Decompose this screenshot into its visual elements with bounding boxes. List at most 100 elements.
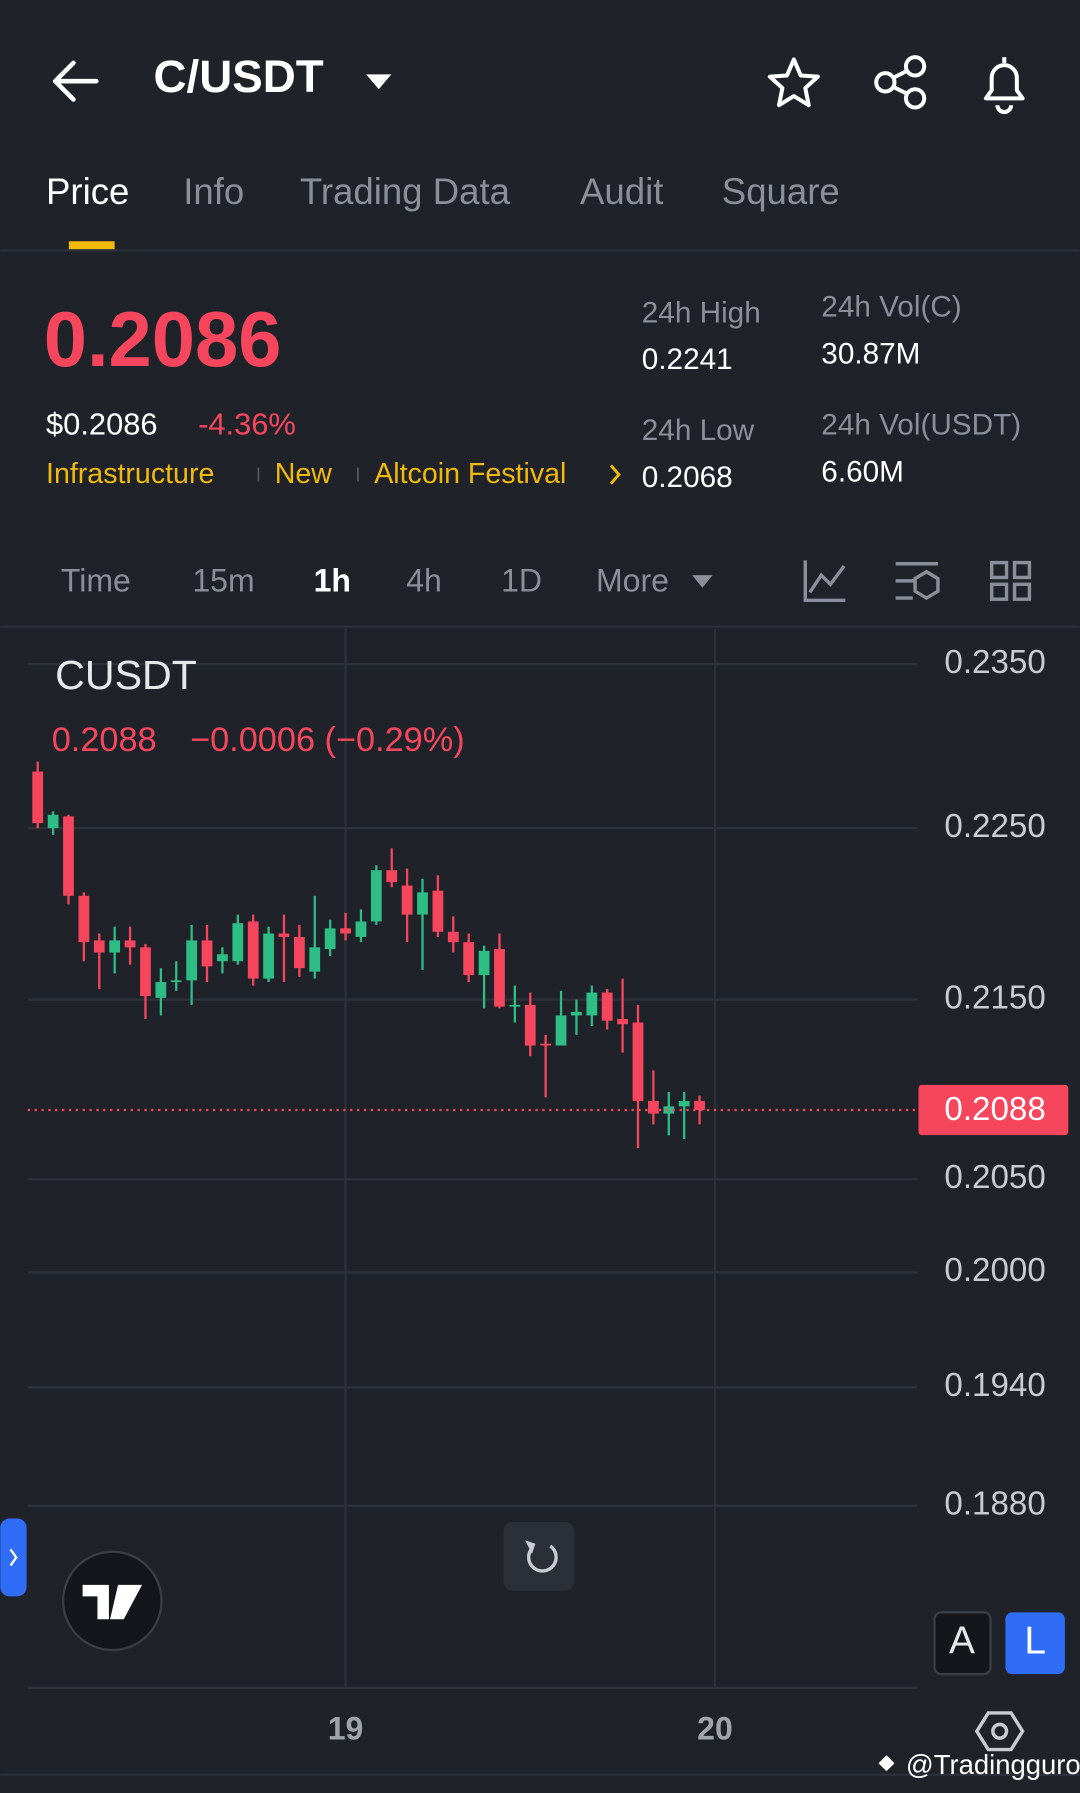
divider (0, 625, 1080, 628)
stat-value: 0.2241 (642, 343, 733, 376)
pair-title[interactable]: C/USDT (153, 51, 323, 102)
tag[interactable]: New (275, 458, 333, 490)
interval[interactable]: 1h (314, 563, 351, 599)
log-scale-label: L (1024, 1619, 1046, 1662)
y-tick-label: 0.1880 (944, 1486, 1045, 1523)
candle-body (370, 870, 382, 922)
reset-button[interactable] (503, 1521, 575, 1591)
tab[interactable]: Trading Data (300, 171, 511, 212)
y-tick-label: 0.2000 (944, 1252, 1045, 1289)
candle-body (324, 928, 336, 950)
candle-body (140, 947, 151, 997)
candle-body (247, 921, 259, 979)
chart-settings-dot (991, 1722, 1009, 1740)
interval[interactable]: Time (61, 563, 131, 599)
last-price-tag (918, 1084, 1069, 1136)
candle-body (293, 936, 305, 969)
candle-body (663, 1106, 675, 1114)
candle-body (540, 1043, 552, 1046)
interval[interactable]: 15m (192, 563, 254, 599)
candle-body (694, 1100, 705, 1110)
watermark: @Tradingguro (906, 1749, 1080, 1780)
candle-body (309, 947, 321, 972)
auto-scale-label: A (949, 1619, 975, 1662)
last-price-label: 0.2088 (944, 1091, 1045, 1128)
usd-price: $0.2086 (46, 407, 158, 442)
side-panel-toggle[interactable] (0, 1518, 27, 1597)
candle-body (201, 940, 213, 967)
favorite-button[interactable] (767, 57, 820, 108)
candle-body (601, 992, 613, 1021)
stat-label: 24h High (642, 296, 761, 329)
stat-label: 24h Low (642, 414, 755, 447)
legend-change: −0.0006 (−0.29%) (190, 721, 465, 759)
log-scale-button[interactable] (1005, 1612, 1065, 1675)
stat-value: 0.2068 (642, 461, 733, 494)
interval[interactable]: 1D (501, 563, 542, 599)
candle-body (63, 816, 74, 896)
last-price: 0.2086 (44, 297, 282, 383)
candle-body (232, 923, 244, 962)
tag-separator (357, 467, 359, 482)
candle-body (524, 1004, 536, 1046)
candle-body (571, 1011, 582, 1016)
y-tick-label: 0.2250 (944, 808, 1045, 845)
indicator-button[interactable] (803, 560, 846, 603)
side-panel-chevron (9, 1548, 18, 1567)
tab[interactable]: Info (183, 171, 244, 212)
tag-separator (257, 467, 260, 482)
tag[interactable]: Altcoin Festival (374, 458, 566, 490)
more-dropdown[interactable] (692, 575, 713, 588)
tab[interactable]: Audit (580, 171, 663, 212)
candle-body (78, 895, 90, 943)
candle-body (617, 1018, 628, 1025)
candle-body (432, 890, 444, 932)
y-tick-label: 0.2150 (944, 979, 1045, 1016)
candle-body (32, 771, 44, 824)
axis-footer-line (0, 1773, 1080, 1776)
candle-body (155, 982, 167, 998)
candle-body (555, 1015, 567, 1046)
price-change: -4.36% (198, 407, 296, 442)
tag[interactable]: Infrastructure (46, 458, 214, 490)
settings-button[interactable] (895, 562, 940, 601)
legend-close: 0.2088 (52, 721, 157, 759)
candle-body (678, 1100, 690, 1107)
candle-body (124, 940, 136, 948)
candle-body (170, 980, 182, 983)
tradingview-logo[interactable] (62, 1550, 163, 1652)
divider (0, 249, 1080, 252)
y-tick-label: 0.2050 (944, 1159, 1045, 1196)
stat-label: 24h Vol(C) (821, 291, 961, 324)
tab[interactable]: Square (722, 171, 840, 212)
reset-icon (526, 1544, 558, 1573)
candle-body (109, 940, 121, 953)
x-tick-label: 20 (697, 1711, 733, 1747)
auto-scale-button[interactable] (933, 1611, 992, 1676)
tag-chevron (609, 464, 621, 485)
candle-body (386, 870, 398, 883)
stat-value: 30.87M (821, 337, 920, 370)
pair-dropdown[interactable] (366, 74, 392, 90)
y-tick-label: 0.1940 (944, 1367, 1045, 1404)
candle-body (401, 885, 413, 915)
candle-body (447, 931, 459, 943)
alert-button[interactable] (983, 57, 1025, 115)
candle-body (632, 1022, 644, 1101)
chart-title: CUSDT (55, 652, 197, 698)
candle-body (417, 892, 428, 915)
back-button[interactable] (52, 60, 99, 102)
x-tick-label: 19 (328, 1711, 364, 1747)
interval[interactable]: 4h (406, 563, 442, 599)
interval[interactable]: More (596, 563, 669, 599)
share-button[interactable] (874, 55, 927, 110)
chart-settings-button[interactable] (974, 1711, 1025, 1752)
stat-label: 24h Vol(USDT) (821, 408, 1021, 441)
tab[interactable]: Price (46, 171, 129, 212)
candle-body (478, 950, 490, 976)
layout-button[interactable] (989, 560, 1032, 601)
candle-body (463, 942, 475, 976)
candles (32, 761, 705, 1149)
candle-body (93, 940, 105, 953)
